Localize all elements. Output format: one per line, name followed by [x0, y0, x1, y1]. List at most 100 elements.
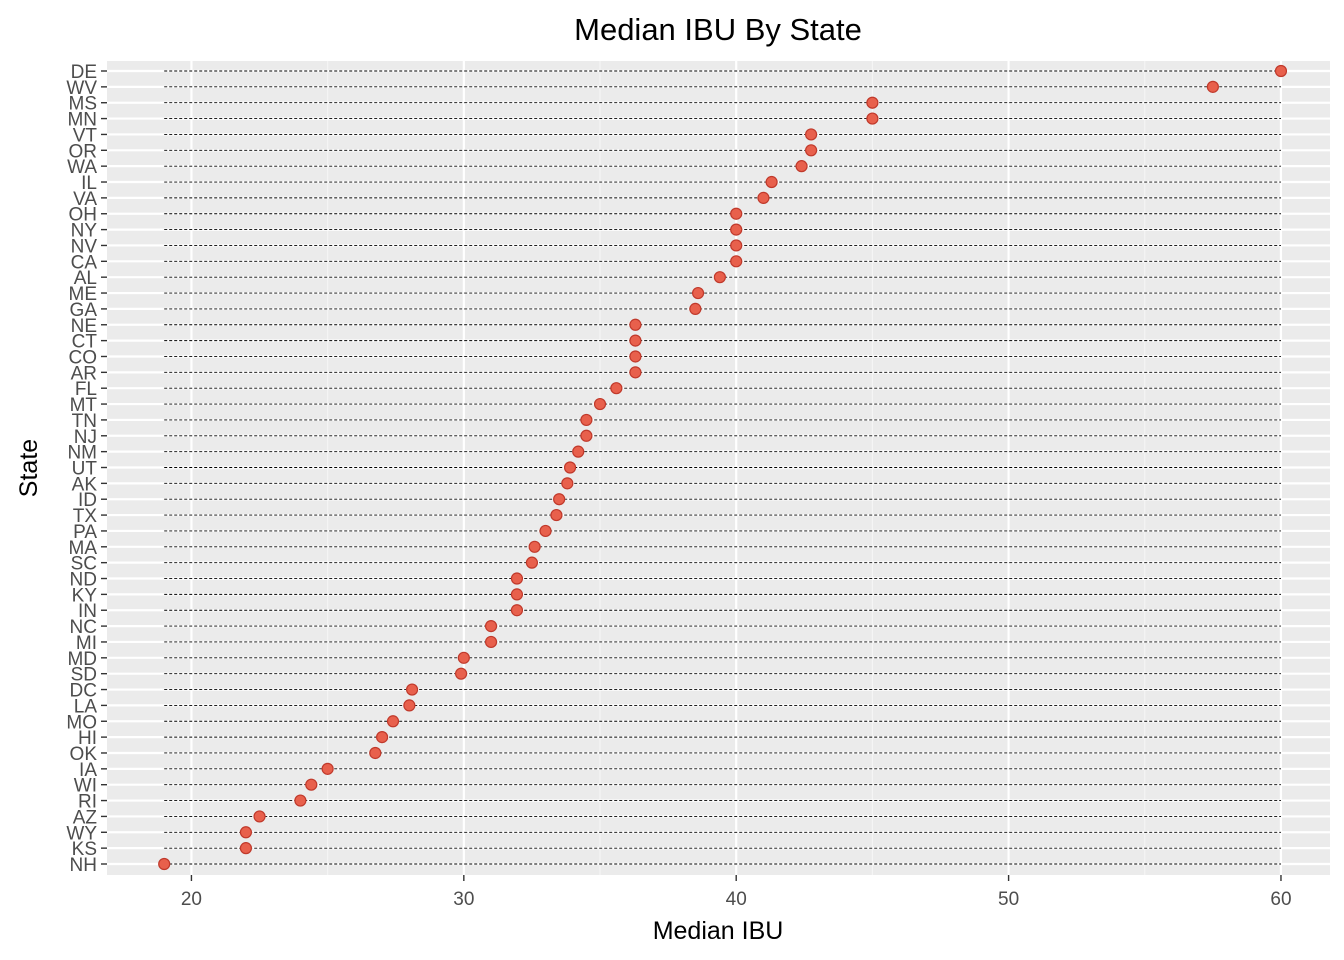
y-tick-label-ma: MA: [69, 538, 98, 559]
point-md: [457, 651, 470, 664]
y-tick-label-in: IN: [78, 601, 97, 622]
y-tick-label-nj: NJ: [74, 427, 97, 448]
y-tick-label-wi: WI: [74, 776, 97, 797]
y-tick-label-ct: CT: [72, 332, 98, 353]
point-il: [765, 175, 778, 189]
y-tick-label-wy: WY: [66, 823, 97, 844]
point-or: [805, 144, 818, 157]
y-tick-label-mn: MN: [67, 110, 97, 131]
point-id: [553, 493, 566, 506]
y-tick-label-nm: NM: [67, 443, 97, 464]
x-tick-label: 60: [1270, 889, 1291, 910]
point-ms: [866, 96, 879, 109]
point-co: [629, 350, 642, 363]
point-nm: [572, 445, 585, 458]
point-la: [403, 699, 416, 712]
y-tick-label-al: AL: [74, 268, 97, 289]
point-de: [1274, 64, 1288, 78]
x-tick-label: 30: [453, 889, 474, 910]
point-mn: [866, 112, 879, 125]
point-ct: [629, 334, 642, 347]
point-me: [691, 286, 705, 300]
y-tick-label-ia: IA: [79, 760, 97, 781]
chart-title: Median IBU By State: [574, 12, 862, 47]
point-ny: [730, 223, 743, 236]
y-tick-label-ri: RI: [78, 792, 97, 813]
point-ga: [689, 302, 702, 315]
point-wv: [1206, 80, 1219, 93]
point-nj: [580, 429, 593, 442]
y-tick-label-sd: SD: [71, 665, 97, 686]
y-tick-label-tn: TN: [72, 411, 97, 432]
y-tick-label-ky: KY: [72, 585, 98, 606]
point-al: [713, 271, 726, 284]
point-tn: [580, 413, 593, 427]
y-tick-label-me: ME: [69, 284, 98, 305]
y-tick-label-nd: ND: [70, 570, 97, 591]
point-ky: [510, 588, 524, 601]
point-oh: [730, 207, 743, 220]
point-ne: [629, 318, 642, 331]
point-wi: [305, 778, 318, 791]
dot-leaders: [164, 70, 1281, 865]
y-tick-label-nv: NV: [71, 236, 98, 257]
y-tick-label-nc: NC: [70, 617, 97, 638]
point-ks: [239, 842, 253, 855]
y-tick-label-ny: NY: [71, 221, 98, 242]
point-mt: [593, 397, 607, 411]
y-tick-label-sc: SC: [71, 554, 97, 575]
y-tick-label-il: IL: [81, 173, 97, 194]
y-tick-label-ks: KS: [72, 839, 97, 860]
y-tick-label-ms: MS: [69, 94, 98, 115]
x-tick-label: 20: [181, 889, 202, 910]
point-nv: [730, 239, 743, 252]
y-tick-label-ga: GA: [70, 300, 98, 321]
point-az: [253, 810, 266, 823]
point-va: [757, 191, 770, 204]
y-tick-label-de: DE: [71, 62, 97, 83]
y-tick-label-ok: OK: [70, 744, 98, 765]
point-nc: [484, 619, 498, 633]
y-tick-label-nh: NH: [70, 855, 97, 876]
y-tick-label-ca: CA: [71, 252, 98, 273]
point-ut: [563, 461, 577, 474]
point-dc: [405, 683, 419, 696]
y-tick-label-ne: NE: [71, 316, 97, 337]
x-axis-title: Median IBU: [653, 917, 784, 945]
y-tick-label-va: VA: [73, 189, 97, 210]
y-axis-ticks: DEWVMSMNVTORWAILVAOHNYNVCAALMEGANECTCOAR…: [66, 62, 107, 876]
point-mi: [484, 635, 498, 649]
data-points: [158, 64, 1288, 871]
y-tick-label-vt: VT: [73, 125, 98, 146]
point-ri: [294, 794, 307, 807]
y-tick-label-ut: UT: [72, 459, 98, 480]
y-tick-label-hi: HI: [78, 728, 97, 749]
y-tick-label-ar: AR: [71, 363, 97, 384]
y-tick-label-az: AZ: [73, 807, 98, 828]
point-ca: [730, 255, 743, 268]
y-tick-label-mi: MI: [76, 633, 97, 654]
point-ia: [321, 762, 334, 775]
y-tick-label-ak: AK: [72, 474, 98, 495]
point-ok: [369, 746, 382, 760]
point-ak: [561, 477, 574, 490]
point-nd: [510, 572, 524, 585]
point-wa: [795, 160, 808, 173]
y-tick-label-mt: MT: [70, 395, 98, 416]
y-tick-label-md: MD: [67, 649, 97, 670]
point-nh: [158, 857, 171, 871]
y-tick-label-or: OR: [69, 141, 98, 162]
point-mo: [386, 715, 400, 728]
x-tick-label: 40: [726, 889, 747, 910]
x-axis-ticks: 20 30 40 50 60: [181, 875, 1292, 910]
y-tick-label-mo: MO: [66, 712, 97, 733]
point-sd: [454, 667, 468, 680]
x-tick-label: 50: [998, 889, 1019, 910]
y-tick-label-wv: WV: [66, 78, 97, 99]
y-tick-label-id: ID: [78, 490, 97, 511]
y-tick-label-fl: FL: [75, 379, 97, 400]
point-tx: [550, 508, 563, 522]
y-tick-label-oh: OH: [69, 205, 98, 226]
